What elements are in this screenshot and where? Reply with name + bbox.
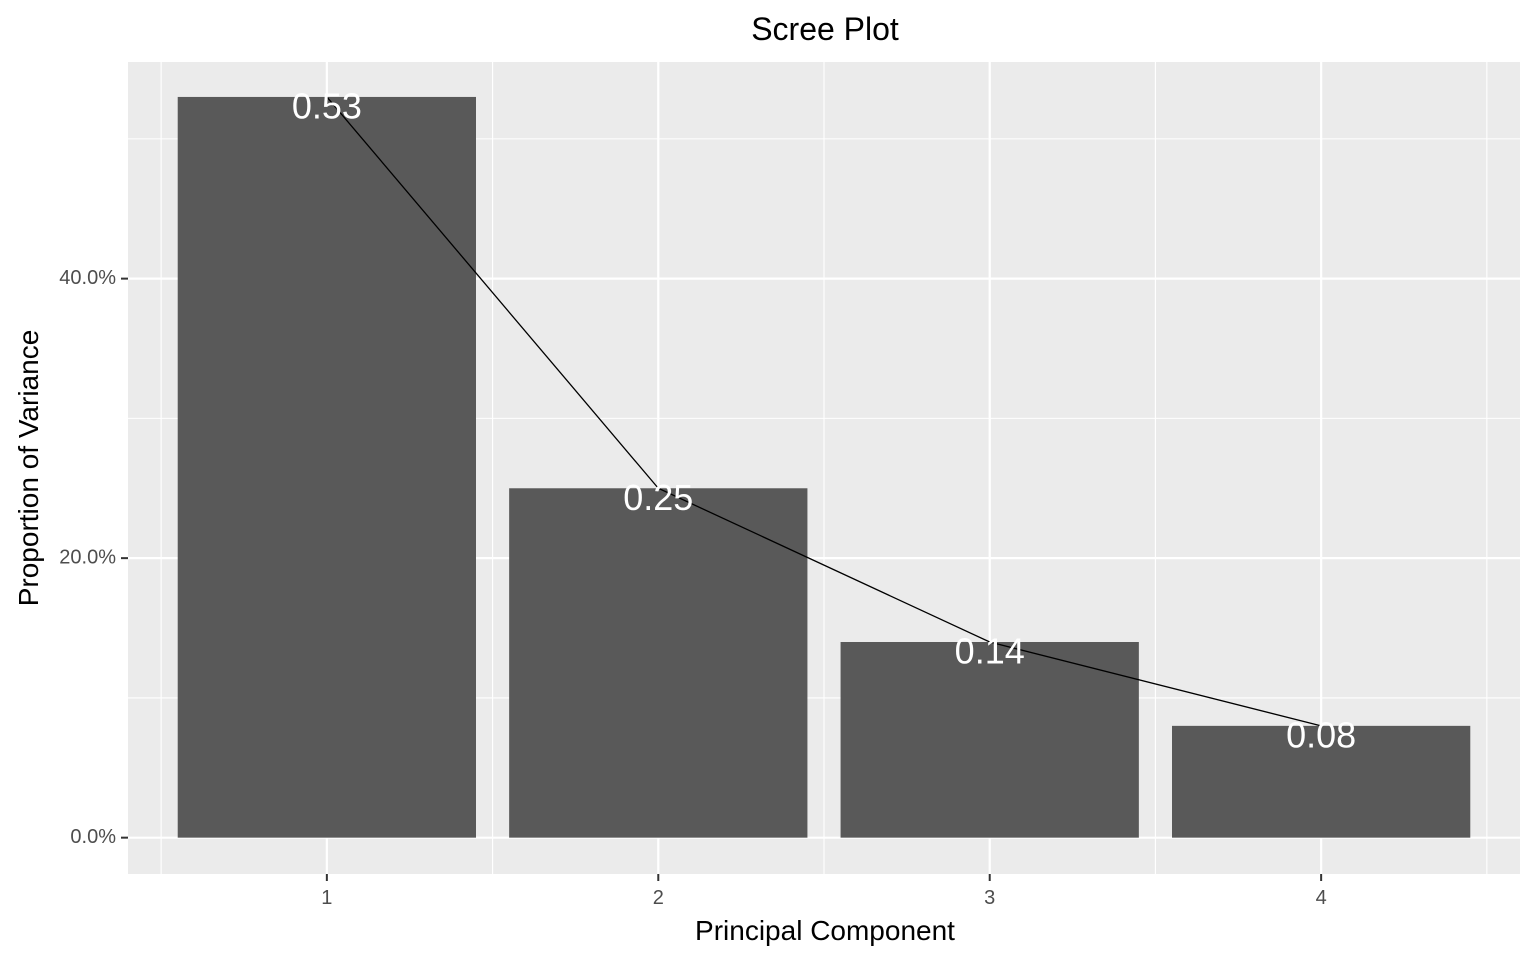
scree-line bbox=[326, 96, 1322, 727]
y-tick-label: 40.0% bbox=[59, 267, 116, 289]
bar-pc-3 bbox=[840, 642, 1139, 838]
y-axis-title: Proportion of Variance bbox=[13, 330, 44, 607]
x-tick-label: 1 bbox=[321, 887, 332, 909]
data-label-pc-2: 0.25 bbox=[623, 477, 693, 518]
axes: 0.0% 20.0% 40.0% 1 2 3 4 bbox=[59, 267, 1326, 909]
x-tick-label: 2 bbox=[653, 887, 664, 909]
data-label-pc-1: 0.53 bbox=[292, 85, 362, 126]
y-tick-label: 20.0% bbox=[59, 546, 116, 568]
bars bbox=[177, 96, 1471, 838]
data-label-pc-3: 0.14 bbox=[955, 631, 1025, 672]
bar-pc-1 bbox=[177, 96, 476, 838]
bar-pc-4 bbox=[1172, 725, 1471, 838]
x-tick-label: 3 bbox=[984, 887, 995, 909]
scree-polyline bbox=[326, 96, 1322, 727]
data-labels: 0.53 0.25 0.14 0.08 bbox=[292, 85, 1356, 755]
x-axis-title: Principal Component bbox=[695, 915, 955, 946]
bar-pc-2 bbox=[509, 488, 808, 838]
x-tick-label: 4 bbox=[1316, 887, 1327, 909]
data-label-pc-4: 0.08 bbox=[1286, 714, 1356, 755]
y-tick-label: 0.0% bbox=[70, 826, 116, 848]
chart-title: Scree Plot bbox=[751, 11, 899, 47]
